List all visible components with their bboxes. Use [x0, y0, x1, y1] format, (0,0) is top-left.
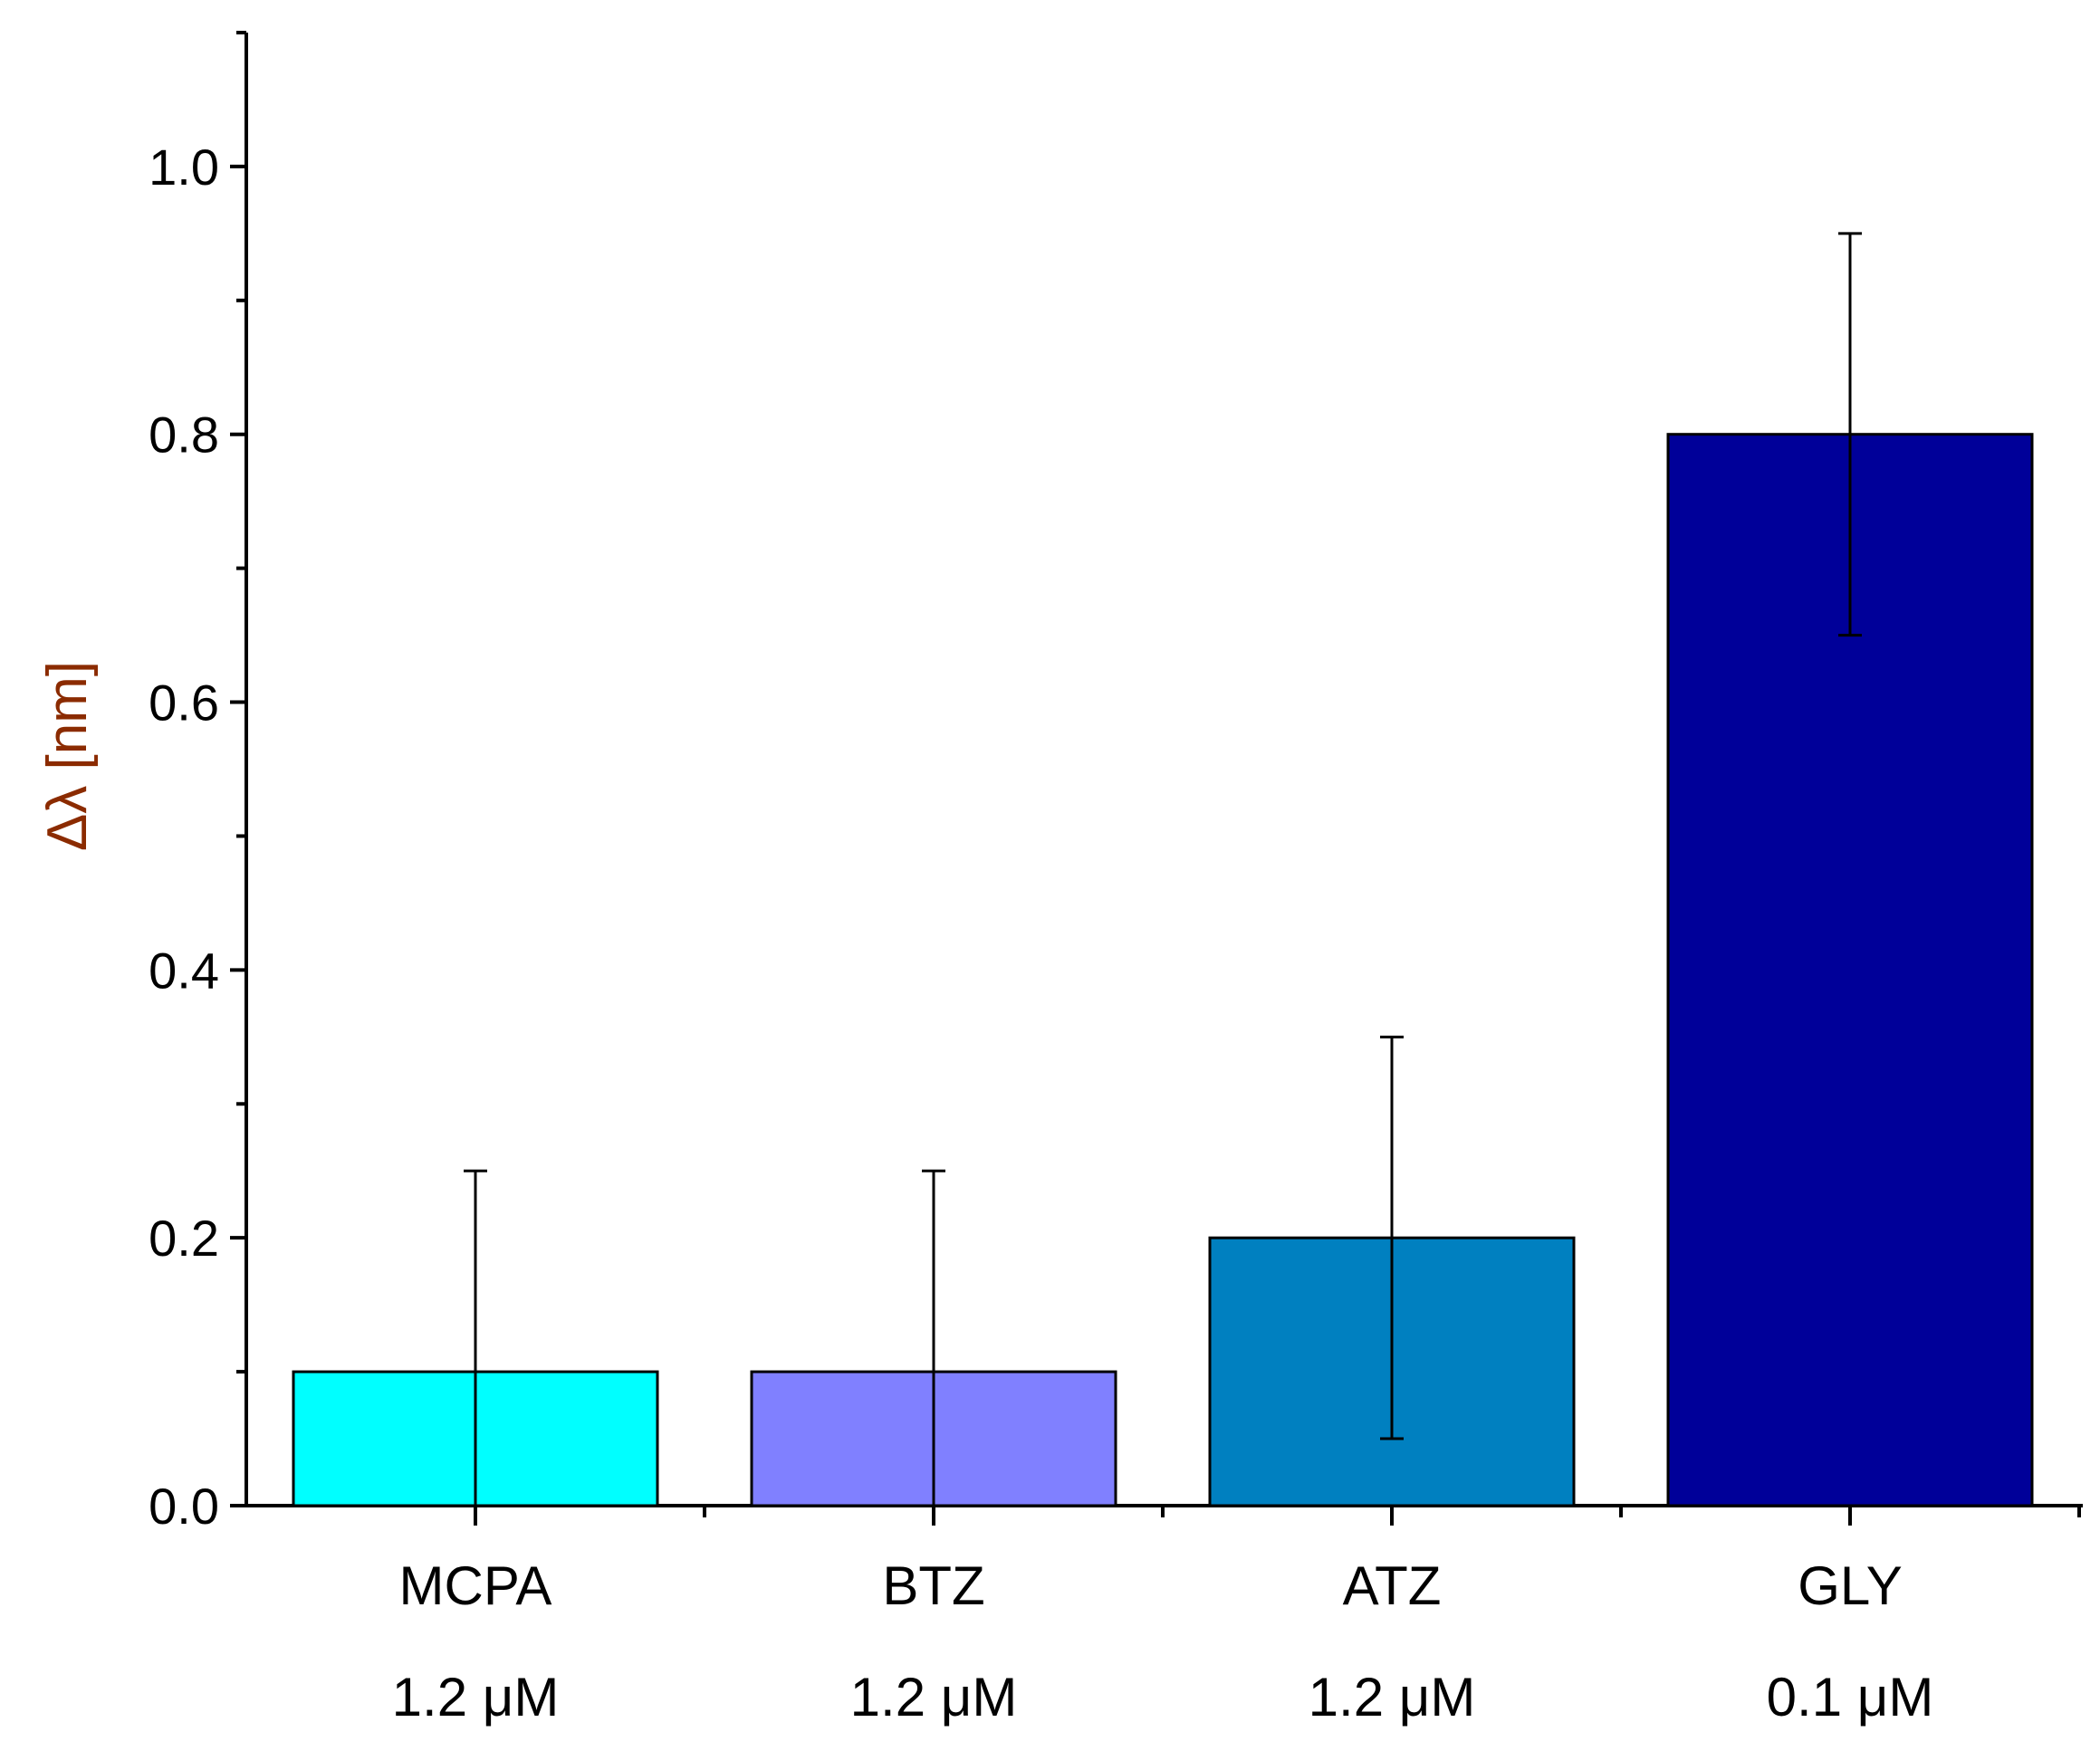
y-axis: 0.0 0.2 0.4 0.6 0.8 1.0 [149, 31, 248, 1535]
x-concentration-label: 1.2 μM [392, 1667, 560, 1727]
x-category-label: ATZ [1343, 1555, 1442, 1616]
y-tick-label: 0.8 [149, 407, 219, 464]
x-category-label: GLY [1798, 1555, 1903, 1616]
x-concentration-label: 1.2 μM [850, 1667, 1018, 1727]
y-tick-label: 0.4 [149, 942, 219, 999]
x-axis [245, 1504, 2083, 1526]
x-category-label: MCPA [399, 1555, 552, 1616]
y-axis-label: Δλ [nm] [36, 661, 99, 851]
x-concentration-label: 1.2 μM [1309, 1667, 1476, 1727]
y-tick-label: 1.0 [149, 139, 219, 196]
x-concentration-label: 0.1 μM [1767, 1667, 1934, 1727]
y-tick-label: 0.6 [149, 675, 219, 732]
labels-group: MCPA 1.2 μM BTZ 1.2 μM ATZ 1.2 μM GLY 0.1 μM [392, 1555, 1934, 1727]
x-category-label: BTZ [882, 1555, 984, 1616]
error-bars-group [464, 232, 1862, 1506]
y-tick-label: 0.2 [149, 1210, 219, 1267]
bars-group [292, 433, 2034, 1507]
y-tick-label: 0.0 [149, 1478, 219, 1535]
